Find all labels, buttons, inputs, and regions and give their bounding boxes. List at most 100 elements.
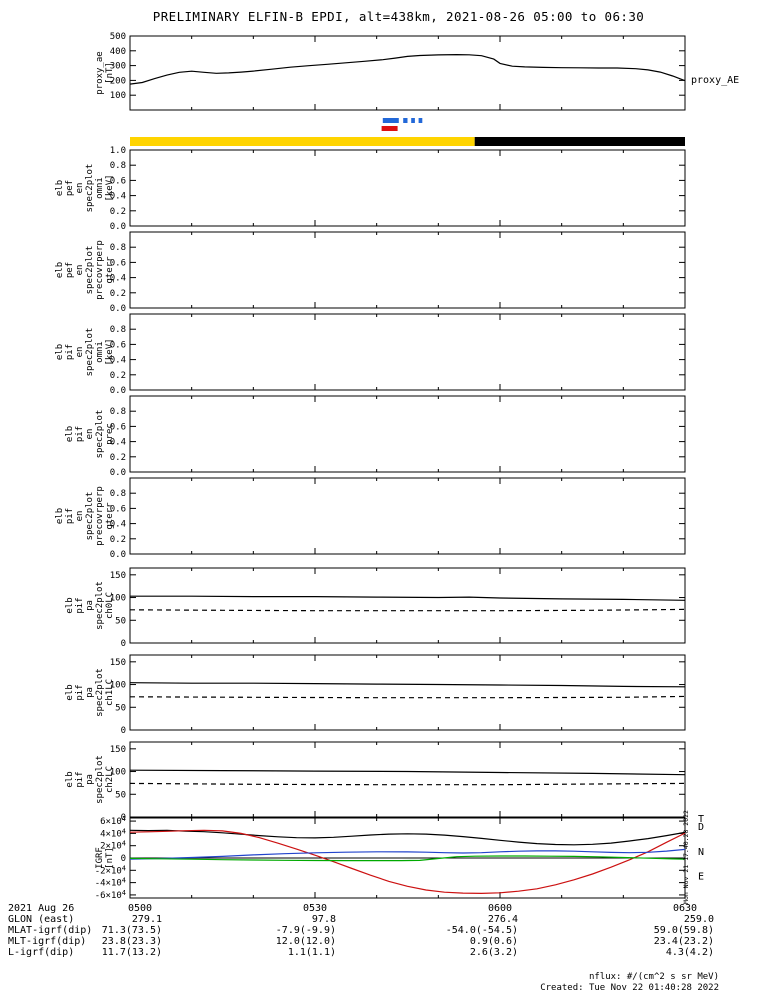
y-tick-label: 0.8 xyxy=(110,161,126,171)
panel-y-axis-label-line: pif xyxy=(75,426,85,442)
y-tick-label: 4×104 xyxy=(100,827,126,839)
panel-y-axis-label-line: pif xyxy=(65,344,75,360)
series-ch1LC-solid xyxy=(129,682,686,688)
y-tick-label: 0.6 xyxy=(110,340,126,350)
panel-y-axis-label-line: elb xyxy=(55,508,65,524)
plot-title: PRELIMINARY ELFIN-B EPDI, alt=438km, 202… xyxy=(152,9,645,24)
marker-bar-blue xyxy=(411,118,415,123)
component-letter-T: T xyxy=(698,814,704,825)
panel-y-axis-label-line: spec2plot xyxy=(85,492,95,541)
time-tick-label: 0630 xyxy=(673,903,697,914)
marker-bar-blue xyxy=(418,118,423,123)
panel-elb_pef_en_spec2plot_precovrperp_gterr: 0.8 0.6 0.4 0.2 0.0 elb pef en spec2plot precovrp… xyxy=(55,231,686,314)
y-tick-label: 0.6 xyxy=(110,504,126,514)
y-tick-label: 150 xyxy=(110,571,126,581)
panel-y-axis-label-line: spec2plot xyxy=(95,755,105,804)
panel-y-axis-label-line: elb xyxy=(65,426,75,442)
table-cell: 71.3(73.5) xyxy=(102,925,162,936)
panel-y-axis-label-line: spec2plot xyxy=(85,246,95,295)
y-tick-label: 100 xyxy=(110,681,126,691)
table-cell: 4.3(4.2) xyxy=(666,947,714,958)
panel-y-axis-label-line: gterr xyxy=(105,256,115,284)
y-tick-label: 0 xyxy=(121,726,126,736)
panel-y-axis-label-line: elb xyxy=(55,262,65,278)
y-tick-label: 400 xyxy=(110,47,126,57)
series-ch2LC-solid xyxy=(129,769,686,776)
y-tick-label: 0.0 xyxy=(110,222,126,232)
y-tick-label: 0.6 xyxy=(110,422,126,432)
y-tick-label: -4×104 xyxy=(95,877,126,889)
marker-bar-blue xyxy=(382,118,399,123)
y-tick-label: 50 xyxy=(115,616,126,626)
component-letter-N: N xyxy=(698,847,704,858)
table-row-label: MLT-igrf(dip) xyxy=(8,936,86,947)
y-tick-label: -2×104 xyxy=(95,864,126,876)
panel-y-axis-label-line: spec2plot xyxy=(95,410,105,459)
table-cell: 2.6(3.2) xyxy=(470,947,518,958)
component-letter-D: D xyxy=(698,822,704,833)
panel-y-axis-label-line: pa xyxy=(85,600,95,611)
panel-y-axis-label-line: elb xyxy=(65,597,75,613)
time-tick-label: 0500 xyxy=(128,903,152,914)
y-tick-label: 200 xyxy=(110,76,126,86)
series-igrf-T xyxy=(129,829,686,846)
panel-elb_pif_pa_spec2plot_ch1LC: 150 100 50 0 elb pif pa spec2plot ch1LC xyxy=(65,654,686,736)
y-tick-label: 0 xyxy=(121,639,126,649)
y-tick-label: 0.6 xyxy=(110,176,126,186)
y-tick-label: 50 xyxy=(115,703,126,713)
table-cell: 23.8(23.3) xyxy=(102,936,162,947)
y-tick-label: 6×104 xyxy=(100,815,126,827)
y-tick-label: 0.4 xyxy=(110,192,126,202)
panel-y-axis-label-line: pef xyxy=(65,262,75,278)
panel-y-axis-label-line: prec xyxy=(105,423,115,445)
panel-y-axis-label-line: spec2plot xyxy=(85,328,95,377)
panel-y-axis-label-line: en xyxy=(85,429,95,440)
panel-y-axis-label-line: elb xyxy=(55,344,65,360)
y-tick-label: 2×104 xyxy=(100,840,126,852)
y-tick-label: 0.2 xyxy=(110,289,126,299)
panel-y-axis-label-line: en xyxy=(75,183,85,194)
table-cell: 59.0(59.8) xyxy=(654,925,714,936)
y-tick-label: 0.0 xyxy=(110,386,126,396)
created-timestamp: Created: Tue Nov 22 01:40:28 2022 xyxy=(540,983,719,993)
panel-y-axis-label-line: IGRF xyxy=(95,847,105,869)
panel-y-axis-label-line: ch2LC xyxy=(105,766,115,793)
table-cell: -7.9(-9.9) xyxy=(276,925,336,936)
series-igrf-E xyxy=(129,855,686,862)
panel-y-axis-label-line: [keV] xyxy=(105,338,115,365)
panel-elb_pif_en_spec2plot_omni: 0.8 0.6 0.4 0.2 0.0 elb pif en spec2plot omni [keV… xyxy=(55,313,686,396)
y-tick-label: 0.6 xyxy=(110,258,126,268)
y-tick-label: 500 xyxy=(110,32,126,42)
series-ch2LC-dashed xyxy=(129,782,686,786)
panel-y-axis-label-line: pif xyxy=(75,684,85,700)
panel-y-axis-label-line: en xyxy=(75,511,85,522)
series-proxy_AE xyxy=(129,53,686,85)
panel-y-axis-label-line: [keV] xyxy=(105,174,115,201)
panel-y-axis-label-line: pef xyxy=(65,180,75,196)
y-tick-label: 0.2 xyxy=(110,207,126,217)
y-tick-label: 100 xyxy=(110,91,126,101)
panel-y-axis-label-line: spec2plot xyxy=(95,581,105,630)
nflux-units-note: nflux: #/(cm^2 s sr MeV) xyxy=(588,972,719,982)
series-ch0LC-dashed xyxy=(129,608,686,612)
table-cell: 279.1 xyxy=(132,914,162,925)
y-tick-label: 0.0 xyxy=(110,304,126,314)
y-tick-label: 0.4 xyxy=(110,356,126,366)
time-tick-label: 0600 xyxy=(488,903,512,914)
y-tick-label: 100 xyxy=(110,768,126,778)
panel-y-axis-label-line: gterr xyxy=(105,502,115,530)
y-tick-label: 0.4 xyxy=(110,438,126,448)
table-cell: 97.8 xyxy=(312,914,336,925)
y-tick-label: -6×104 xyxy=(95,889,126,901)
panel-proxy_ae: 500 400 300 200 100 proxy_ae [nT] xyxy=(95,32,686,111)
panel-y-axis-label-line: pa xyxy=(85,774,95,785)
panel-elb_pif_en_spec2plot_prec: 0.8 0.6 0.4 0.2 0.0 elb pif en spec2plot prec xyxy=(65,395,686,478)
panel-y-axis-label-line: proxy_ae xyxy=(95,51,105,94)
side-timestamp: Mon Nov 21 17:40:28 2022 xyxy=(682,810,690,904)
panel-elb_pif_pa_spec2plot_ch2LC: 150 100 50 0 elb pif pa spec2plot ch2LC xyxy=(65,741,686,823)
panel-y-axis-label-line: precovrperp xyxy=(95,486,105,546)
y-tick-label: 0.8 xyxy=(110,489,126,499)
panel-y-axis-label-line: spec2plot xyxy=(85,164,95,213)
panel-y-axis-label-line: [nT] xyxy=(105,847,115,869)
